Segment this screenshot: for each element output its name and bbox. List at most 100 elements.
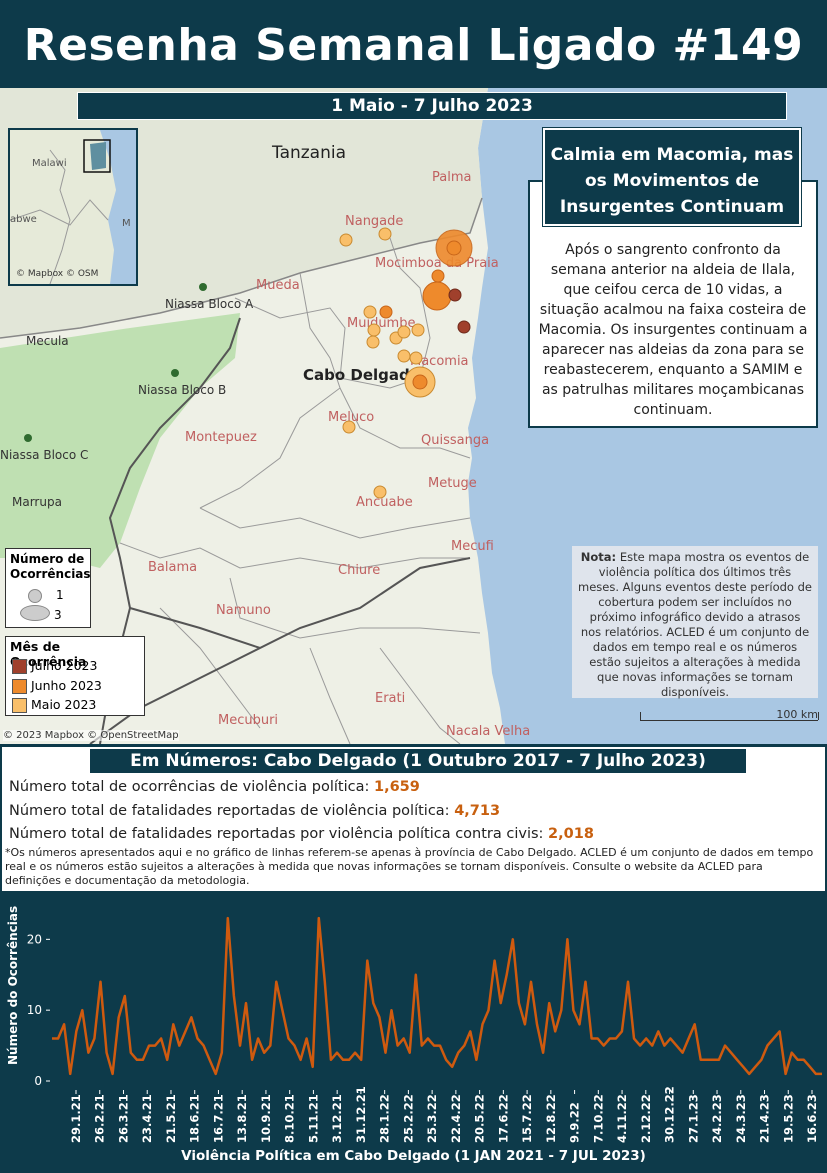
x-tick-label: 28.1.22 [378, 1094, 392, 1143]
x-tick-label: 7.10.22 [591, 1094, 605, 1143]
place-label: Mocimboa da Praia [375, 256, 499, 271]
stat-value: 1,659 [373, 779, 420, 795]
x-tick-label: 10.9.21 [259, 1094, 273, 1143]
y-tick-label: 20 [27, 932, 42, 946]
x-tick-label: 23.4.21 [140, 1094, 154, 1143]
event-marker[interactable] [409, 351, 423, 365]
legend-month-item: Maio 2023 [31, 697, 97, 712]
place-label: Ancuabe [356, 495, 413, 510]
legend-size-item: 3 [54, 608, 62, 622]
event-marker[interactable] [411, 323, 425, 337]
event-marker[interactable] [366, 335, 380, 349]
chart-ylabel: Número do Ocorrências [6, 905, 20, 1065]
x-tick-label: 17.6.22 [496, 1094, 510, 1143]
map-attribution: © 2023 Mapbox © OpenStreetMap [3, 730, 179, 741]
scale-bar: 100 km [640, 708, 820, 724]
event-marker[interactable] [378, 227, 392, 241]
event-marker[interactable] [422, 281, 452, 311]
tree-icon [199, 283, 207, 291]
x-tick-label: 22.4.22 [449, 1094, 463, 1143]
place-label: Montepuez [185, 430, 257, 445]
legend-swatch-maio [12, 698, 27, 713]
map-note: Nota: Este mapa mostra os eventos de vio… [572, 546, 818, 699]
note-text: Este mapa mostra os eventos de violência… [578, 550, 812, 699]
place-label: Palma [432, 170, 471, 185]
place-label: Quissanga [421, 433, 489, 448]
x-tick-label: 24.3.23 [734, 1094, 748, 1143]
place-label: Metuge [428, 476, 477, 491]
event-markers[interactable] [339, 227, 473, 499]
note-label: Nota: [580, 550, 617, 564]
event-marker[interactable] [457, 320, 471, 334]
place-label: Macomia [410, 354, 469, 369]
x-tick-label: 21.4.23 [758, 1094, 772, 1143]
event-marker[interactable] [446, 240, 462, 256]
callout-title: Calmia em Macomia, mas os Movimentos de … [542, 127, 802, 227]
legend-swatch-julho [12, 659, 27, 674]
x-tick-label: 20.5.22 [473, 1094, 487, 1143]
x-tick-label: 29.1.21 [69, 1094, 83, 1143]
event-marker[interactable] [379, 305, 393, 319]
district-lines [119, 237, 481, 744]
place-label: Mecufi [451, 539, 494, 554]
stat-label: Número total de fatalidades reportadas p… [9, 826, 549, 842]
stat-line: Número total de ocorrências de violência… [9, 779, 420, 795]
x-tick-label: 18.6.21 [188, 1094, 202, 1143]
header: Resenha Semanal Ligado #149 [0, 0, 827, 88]
event-marker[interactable] [431, 269, 445, 283]
x-tick-label: 16.7.21 [211, 1094, 225, 1143]
tree-icon [171, 369, 179, 377]
event-marker[interactable] [397, 325, 411, 339]
legend-swatch-junho [12, 679, 27, 694]
place-label: Mecula [26, 334, 69, 348]
x-tick-label: 5.11.21 [306, 1094, 320, 1143]
stat-line: Número total de fatalidades reportadas p… [9, 826, 594, 842]
x-tick-label: 16.6.23 [805, 1094, 819, 1143]
event-marker[interactable] [367, 323, 381, 337]
x-tick-label: 25.3.22 [425, 1094, 439, 1143]
x-tick-label: 12.8.22 [544, 1094, 558, 1143]
legend-month: Mês de Ocorrência Julho 2023 Junho 2023 … [5, 636, 145, 716]
event-marker[interactable] [339, 233, 353, 247]
reserve-label: Niassa Bloco A [165, 297, 254, 311]
tree-icon [24, 434, 32, 442]
x-tick-label: 2.12.22 [639, 1094, 653, 1143]
y-tick-label: 0 [34, 1074, 42, 1088]
inset-map-svg: Malawi abwe M © Mapbox © OSM [10, 130, 136, 284]
place-label: Balama [148, 560, 197, 575]
chart-title: Violência Política em Cabo Delgado (1 JA… [181, 1148, 646, 1164]
page-title: Resenha Semanal Ligado #149 [23, 20, 804, 71]
place-label: Namuno [216, 603, 271, 618]
event-marker[interactable] [412, 374, 428, 390]
stat-value: 4,713 [454, 803, 501, 819]
reserve-label: Niassa Bloco C [0, 448, 88, 462]
event-marker[interactable] [363, 305, 377, 319]
x-tick-label: 3.12.21 [330, 1094, 344, 1143]
date-range-banner: 1 Maio - 7 Julho 2023 [77, 92, 787, 120]
place-label: Nacala Velha [446, 724, 530, 739]
province-label: Cabo Delgado [303, 366, 420, 384]
place-labels: Palma Nangade Mocimboa da Praia Mueda Mu… [12, 170, 530, 739]
callout-text: Após o sangrento confronto da semana ant… [538, 242, 808, 418]
reserve-labels: Niassa Bloco A Niassa Bloco B Niassa Blo… [0, 283, 254, 462]
x-tick-label: 4.11.22 [615, 1094, 629, 1143]
legend-size-title: Número de Ocorrências [10, 552, 91, 581]
event-marker[interactable] [397, 349, 411, 363]
place-label: Mueda [256, 278, 300, 293]
legend-size: Número de Ocorrências 1 3 [5, 548, 91, 628]
x-tick-label: 9.9.22 [568, 1102, 582, 1143]
event-marker[interactable] [342, 420, 356, 434]
x-tick-label: 24.2.23 [710, 1094, 724, 1143]
chart-area: 0 10 20 29.1.21 26.2.21 26.3.21 23.4.21 21.5.21… [0, 893, 827, 1169]
place-label: Meluco [328, 410, 374, 425]
x-tick-label: 27.1.23 [686, 1094, 700, 1143]
inset-label: Malawi [32, 158, 67, 169]
event-marker[interactable] [373, 485, 387, 499]
stat-label: Número total de fatalidades reportadas d… [9, 803, 455, 819]
numbers-title: Em Números: Cabo Delgado (1 Outubro 2017… [90, 749, 746, 773]
event-marker[interactable] [448, 288, 462, 302]
x-tick-label: 21.5.21 [164, 1094, 178, 1143]
x-tick-label: 13.8.21 [235, 1094, 249, 1143]
legend-month-item: Julho 2023 [31, 658, 98, 673]
legend-size-item: 1 [56, 588, 64, 602]
